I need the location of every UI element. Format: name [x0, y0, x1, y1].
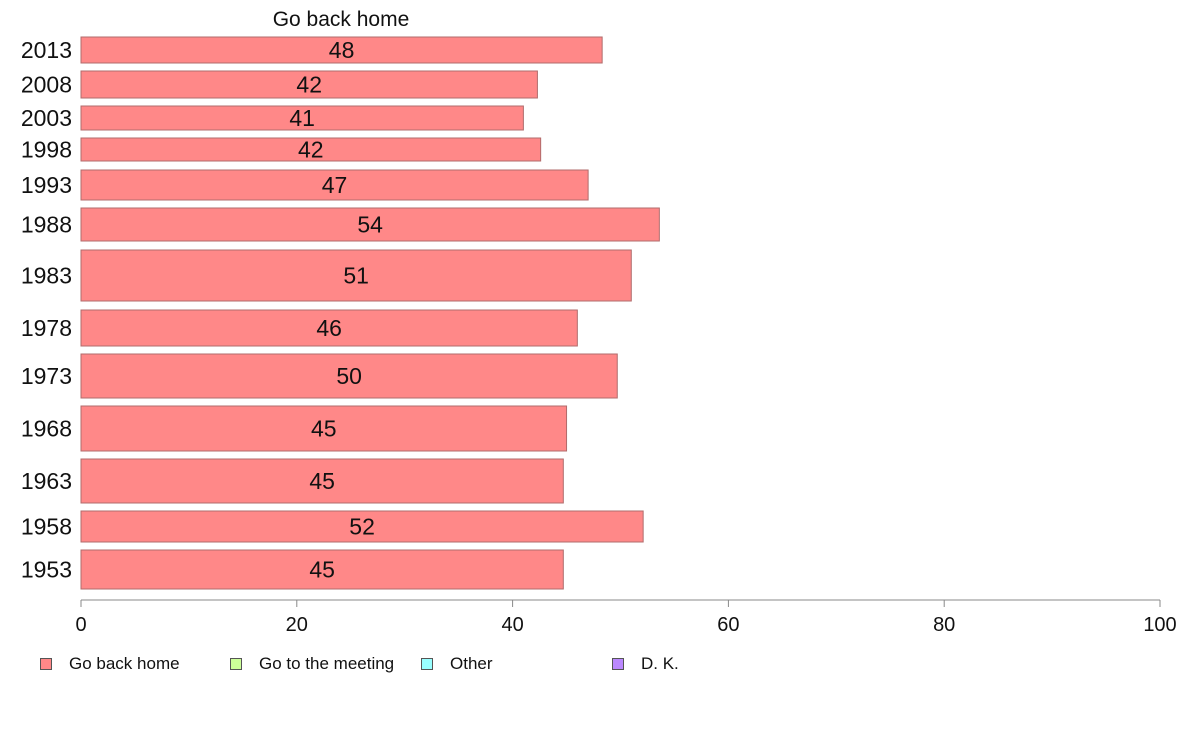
category-label-1978: 1978 — [21, 315, 72, 341]
bar-1963 — [80, 458, 564, 504]
bar-2013 — [80, 36, 603, 64]
category-label-1953: 1953 — [21, 557, 72, 583]
legend-label: Go to the meeting — [259, 654, 395, 673]
data-label-1958: 52 — [349, 514, 375, 540]
bars-layer: 48 2013 42 2008 41 2003 42 1998 47 1993 54 1988 51 19… — [21, 36, 660, 590]
x-tick-label-40: 40 — [501, 614, 523, 636]
legend-label: D. K. — [641, 654, 679, 673]
category-label-2008: 2008 — [21, 72, 72, 98]
category-label-1973: 1973 — [21, 363, 72, 389]
data-label-1978: 46 — [316, 315, 342, 341]
category-label-1998: 1998 — [21, 137, 72, 163]
x-axis: 0 20 40 60 80 100 — [75, 599, 1177, 636]
bar-2003 — [80, 105, 524, 131]
x-tick-label-60: 60 — [717, 614, 739, 636]
data-label-1998: 42 — [298, 137, 324, 163]
legend-label: Go back home — [69, 654, 180, 673]
bar-1958 — [80, 510, 644, 543]
category-label-2003: 2003 — [21, 105, 72, 131]
data-label-1963: 45 — [309, 468, 335, 494]
data-label-1988: 54 — [357, 212, 383, 238]
bar-1998 — [80, 137, 542, 162]
category-label-1963: 1963 — [21, 468, 72, 494]
legend-swatch-dk — [612, 658, 624, 670]
bar-1968 — [80, 405, 568, 452]
legend-item-dk: D. K. — [612, 654, 679, 674]
chart-title: Go back home — [273, 8, 410, 31]
data-label-1993: 47 — [322, 172, 348, 198]
category-label-1993: 1993 — [21, 172, 72, 198]
bar-2008 — [80, 70, 538, 99]
category-label-1968: 1968 — [21, 416, 72, 442]
bar-1953 — [80, 549, 564, 590]
legend-swatch-other — [421, 658, 433, 670]
bar-1988 — [80, 207, 660, 242]
legend-item-go-back-home: Go back home — [40, 654, 180, 674]
data-label-1968: 45 — [311, 416, 337, 442]
legend-item-go-to-the-meeting: Go to the meeting — [230, 654, 394, 674]
data-label-1953: 45 — [309, 557, 335, 583]
category-label-1988: 1988 — [21, 212, 72, 238]
x-tick-label-80: 80 — [933, 614, 955, 636]
category-label-1958: 1958 — [21, 514, 72, 540]
legend-label: Other — [450, 654, 493, 673]
data-label-1983: 51 — [343, 263, 369, 289]
bar-1973 — [80, 353, 618, 399]
legend-swatch-go-to-the-meeting — [230, 658, 242, 670]
x-tick-label-20: 20 — [286, 614, 308, 636]
bar-1983 — [80, 249, 632, 302]
data-label-2013: 48 — [329, 37, 355, 63]
data-label-1973: 50 — [336, 363, 362, 389]
category-label-2013: 2013 — [21, 37, 72, 63]
legend-item-other: Other — [421, 654, 493, 674]
bar-1993 — [80, 169, 589, 201]
legend: Go back home Go to the meeting Other D. … — [40, 654, 740, 674]
legend-swatch-go-back-home — [40, 658, 52, 670]
data-label-2003: 41 — [289, 105, 315, 131]
data-label-2008: 42 — [296, 72, 322, 98]
x-tick-label-100: 100 — [1143, 614, 1176, 636]
x-tick-label-0: 0 — [75, 614, 86, 636]
category-label-1983: 1983 — [21, 263, 72, 289]
bar-1978 — [80, 309, 578, 347]
